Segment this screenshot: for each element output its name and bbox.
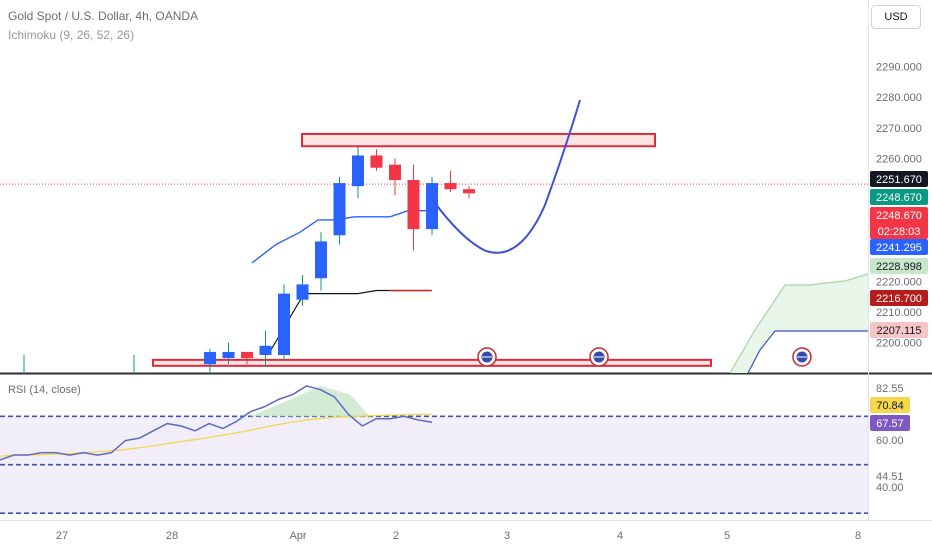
price-tick-label: 2260.000 (876, 154, 922, 166)
resistance-zone-rect (301, 132, 656, 148)
candle-body (315, 241, 327, 279)
candle-body (463, 189, 475, 194)
candle-body (204, 351, 216, 365)
rsi-overbought-fill (250, 385, 370, 417)
price-badge-label: 2228.998 (876, 261, 922, 273)
candle-body (389, 164, 401, 181)
price-tick-label: 2210.000 (876, 307, 922, 319)
time-tick-label: 2 (393, 530, 399, 542)
candle-body (296, 284, 309, 300)
time-tick-label: 5 (724, 530, 730, 542)
price-badge (870, 207, 928, 239)
candle-body (444, 183, 457, 190)
rsi-tick-label: 60.00 (876, 435, 904, 447)
price-badge-label: 2251.670 (876, 174, 922, 186)
rsi-tick-label: 82.55 (876, 383, 904, 395)
price-badge-label: 2207.115 (876, 325, 921, 337)
rsi-value-badge-label: 67.57 (876, 418, 904, 430)
time-tick-label: 28 (166, 530, 178, 542)
price-tick-label: 2270.000 (876, 123, 922, 135)
symbol-title: Gold Spot / U.S. Dollar, 4h, OANDA (8, 9, 199, 23)
rsi-ma-line (0, 413, 433, 457)
candle-body (370, 155, 383, 168)
time-tick-label: Apr (289, 530, 306, 542)
price-tick-label: 2290.000 (876, 61, 922, 73)
price-badge (870, 258, 928, 274)
currency-button[interactable]: USD (871, 5, 921, 29)
price-badge-label: 2216.700 (876, 293, 922, 305)
cloud-upper-line (729, 273, 869, 374)
time-tick-label: 8 (855, 530, 861, 542)
price-tick-label: 2200.000 (876, 338, 922, 350)
price-badge-label: 2241.295 (876, 242, 922, 254)
rsi-value-badge (870, 415, 910, 431)
price-badge (870, 322, 928, 338)
price-badge-label: 2248.670 (876, 210, 922, 222)
price-badge (870, 290, 928, 306)
candle-body (278, 293, 290, 355)
rsi-label: RSI (14, close) (8, 384, 81, 396)
price-badge (870, 171, 928, 187)
candle-body (241, 351, 253, 359)
cloud-lower-line (747, 330, 868, 374)
price-badge (870, 239, 928, 255)
candle-body (407, 180, 420, 230)
time-tick-label: 3 (504, 530, 510, 542)
candle-body (333, 183, 346, 236)
time-tick-label: 27 (56, 530, 68, 542)
candle-body (222, 351, 235, 359)
ichimoku-cloud (730, 274, 868, 373)
candle-body (259, 345, 272, 355)
rsi-value-badge (870, 397, 910, 413)
price-tick-label: 2280.000 (876, 92, 922, 104)
price-badge-label: 2248.670 (876, 192, 922, 204)
time-tick-label: 4 (617, 530, 623, 542)
candle-body (426, 183, 438, 230)
price-badge (870, 189, 928, 205)
rsi-line (0, 385, 433, 461)
indicator-label: Ichimoku (9, 26, 52, 26) (8, 28, 135, 42)
projection-path (431, 99, 581, 254)
price-tick-label: 2220.000 (876, 276, 922, 288)
rsi-tick-label: 44.51 (876, 471, 904, 483)
countdown-label: 02:28:03 (878, 226, 921, 238)
ichimoku-base-line (267, 289, 430, 356)
rsi-value-badge-label: 70.84 (876, 400, 904, 412)
candle-body (352, 155, 364, 187)
rsi-tick-label: 40.00 (876, 482, 904, 494)
support-zone-rect (152, 358, 712, 367)
